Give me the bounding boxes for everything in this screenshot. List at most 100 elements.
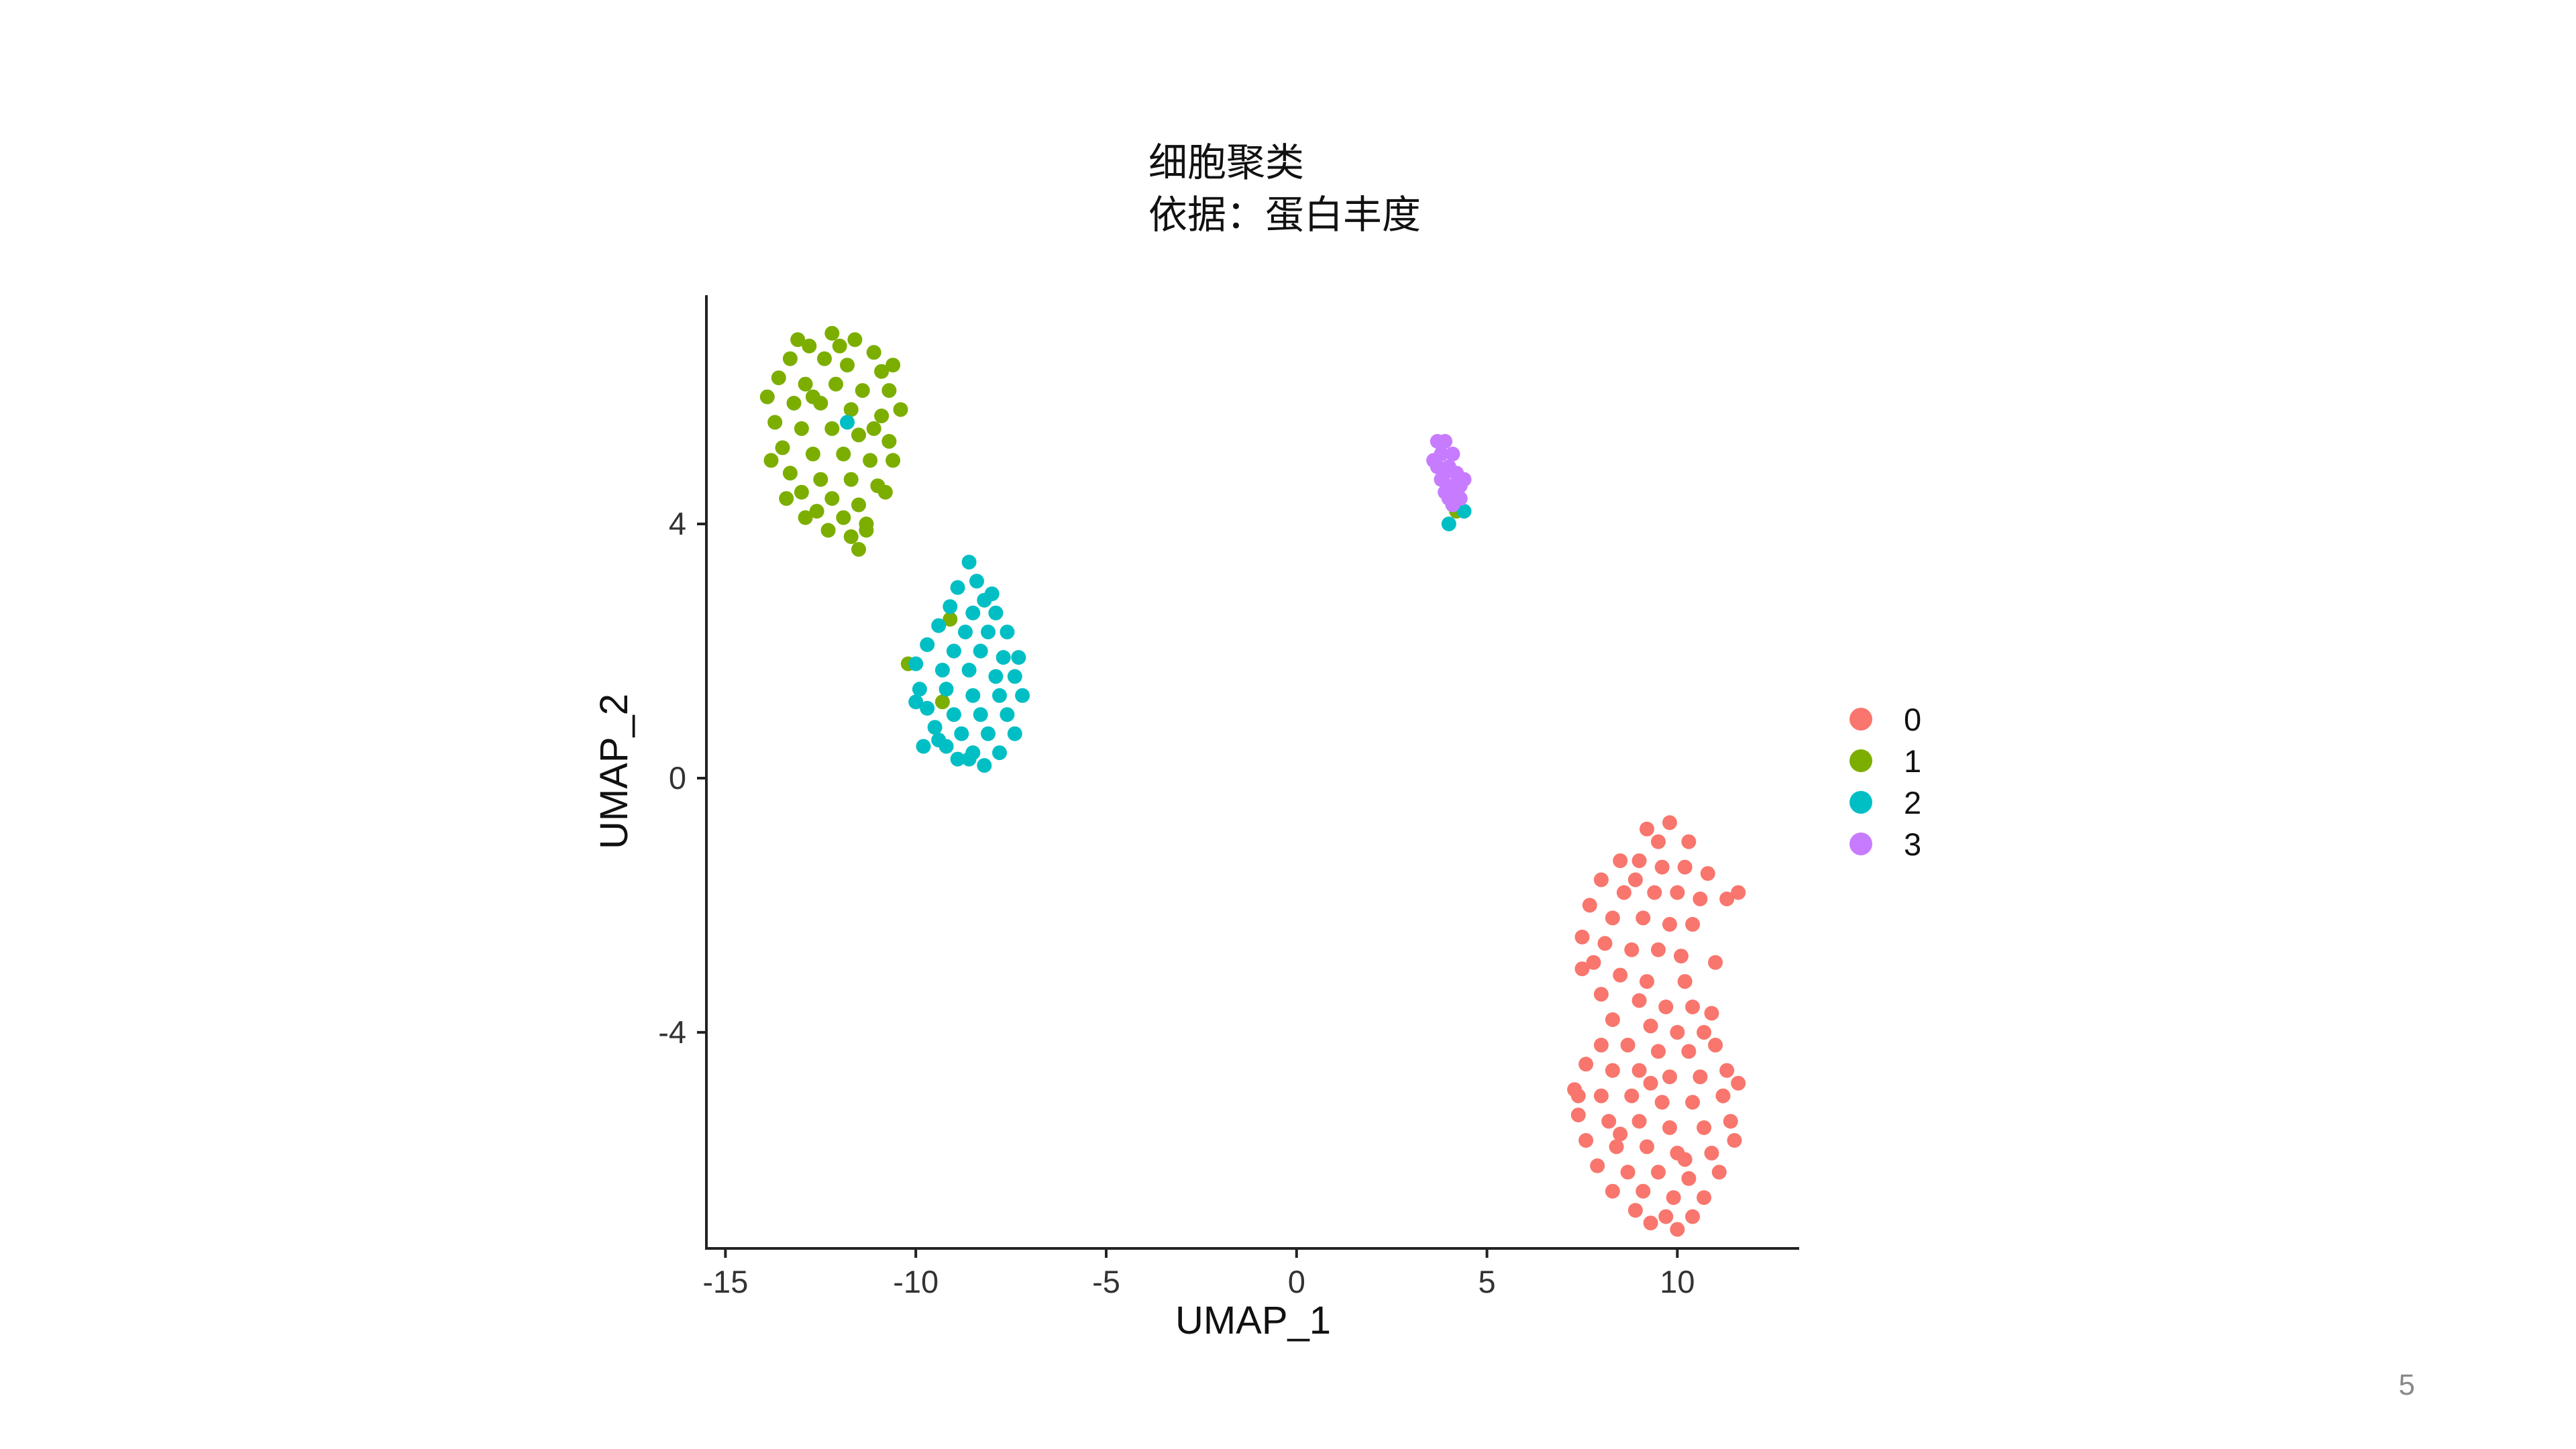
- point-cluster-1: [881, 383, 897, 398]
- point-cluster-0: [1681, 834, 1697, 849]
- point-cluster-0: [1685, 916, 1701, 932]
- point-cluster-0: [1582, 898, 1597, 913]
- point-cluster-0: [1586, 955, 1601, 970]
- point-cluster-2: [954, 726, 969, 741]
- point-cluster-0: [1731, 885, 1746, 900]
- x-tick-label: -15: [702, 1264, 748, 1299]
- point-cluster-0: [1616, 885, 1631, 900]
- point-cluster-0: [1624, 1088, 1640, 1104]
- point-cluster-1: [859, 523, 874, 538]
- point-cluster-2: [961, 751, 977, 767]
- point-cluster-1: [874, 364, 890, 379]
- point-cluster-0: [1593, 1088, 1609, 1104]
- point-cluster-0: [1654, 859, 1670, 875]
- point-cluster-0: [1677, 1152, 1693, 1167]
- point-cluster-0: [1662, 916, 1677, 932]
- point-cluster-0: [1681, 1171, 1697, 1186]
- point-cluster-0: [1624, 942, 1640, 957]
- point-cluster-1: [798, 376, 813, 392]
- point-cluster-0: [1647, 885, 1662, 900]
- point-cluster-0: [1708, 1037, 1723, 1053]
- point-cluster-0: [1715, 1088, 1731, 1104]
- point-cluster-0: [1662, 1120, 1677, 1135]
- point-cluster-1: [805, 389, 820, 405]
- point-cluster-0: [1670, 1024, 1685, 1040]
- point-cluster-2: [996, 650, 1011, 665]
- legend-key-2: [1849, 791, 1872, 814]
- point-cluster-0: [1627, 872, 1643, 888]
- x-tick-label: -5: [1092, 1264, 1120, 1299]
- point-cluster-0: [1590, 1158, 1605, 1173]
- point-cluster-1: [782, 466, 798, 481]
- point-cluster-2: [1000, 625, 1015, 640]
- point-cluster-2: [908, 694, 924, 710]
- point-cluster-0: [1704, 1145, 1719, 1161]
- point-cluster-2: [1015, 688, 1030, 703]
- point-cluster-3: [1434, 472, 1449, 487]
- point-cluster-2: [988, 605, 1004, 621]
- point-cluster-0: [1685, 1209, 1701, 1224]
- point-cluster-0: [1731, 1075, 1746, 1091]
- point-cluster-2: [943, 599, 958, 614]
- point-cluster-0: [1685, 1000, 1701, 1014]
- point-cluster-0: [1631, 853, 1647, 869]
- point-cluster-2: [969, 574, 984, 589]
- point-cluster-2: [927, 720, 943, 735]
- point-cluster-1: [836, 446, 851, 462]
- point-cluster-1: [885, 358, 901, 373]
- point-cluster-2: [1456, 504, 1472, 519]
- point-cluster-2: [1441, 517, 1456, 531]
- point-cluster-0: [1605, 1183, 1620, 1199]
- point-cluster-0: [1711, 1165, 1727, 1180]
- point-cluster-2: [973, 643, 988, 659]
- point-cluster-1: [934, 694, 950, 710]
- point-cluster-2: [912, 682, 927, 697]
- point-cluster-1: [877, 484, 893, 500]
- point-cluster-1: [866, 421, 881, 436]
- point-cluster-3: [1445, 497, 1460, 513]
- point-cluster-1: [805, 446, 820, 462]
- point-cluster-1: [843, 529, 859, 544]
- point-cluster-2: [840, 415, 855, 430]
- chart-title: 细胞聚类: [1148, 140, 1304, 185]
- legend-key-0: [1849, 708, 1872, 731]
- point-cluster-2: [908, 656, 924, 672]
- point-cluster-1: [855, 383, 870, 398]
- point-cluster-2: [938, 682, 954, 697]
- y-tick-label: -4: [658, 1014, 686, 1050]
- y-tick-label: 4: [669, 506, 686, 541]
- point-cluster-3: [1426, 453, 1442, 468]
- point-cluster-2: [950, 580, 965, 595]
- point-cluster-2: [965, 605, 981, 621]
- point-cluster-0: [1620, 1037, 1635, 1053]
- point-cluster-1: [866, 345, 881, 360]
- point-cluster-0: [1609, 1139, 1624, 1155]
- legend-label-3: 3: [1904, 826, 1921, 862]
- point-cluster-0: [1631, 993, 1647, 1008]
- point-cluster-1: [885, 453, 901, 468]
- point-cluster-0: [1620, 1165, 1635, 1180]
- point-cluster-1: [802, 338, 817, 354]
- point-cluster-2: [961, 554, 977, 570]
- point-cluster-0: [1627, 1203, 1643, 1218]
- point-cluster-2: [946, 643, 961, 659]
- point-cluster-0: [1677, 859, 1693, 875]
- point-cluster-1: [790, 332, 806, 347]
- point-cluster-0: [1681, 1044, 1697, 1059]
- point-cluster-2: [992, 745, 1007, 761]
- y-axis-label: UMAP_2: [592, 694, 636, 849]
- point-cluster-2: [1000, 707, 1015, 722]
- point-cluster-2: [931, 733, 947, 748]
- point-cluster-0: [1674, 949, 1688, 964]
- point-cluster-1: [843, 472, 859, 487]
- point-cluster-0: [1643, 1216, 1658, 1231]
- point-cluster-0: [1640, 821, 1654, 837]
- point-cluster-0: [1662, 815, 1677, 830]
- point-cluster-1: [779, 491, 794, 506]
- point-cluster-1: [775, 440, 790, 455]
- point-cluster-0: [1670, 885, 1685, 900]
- y-axis-ticks: 4 0 -4: [658, 506, 706, 1050]
- x-tick-label: 0: [1288, 1264, 1305, 1299]
- point-cluster-1: [851, 541, 866, 557]
